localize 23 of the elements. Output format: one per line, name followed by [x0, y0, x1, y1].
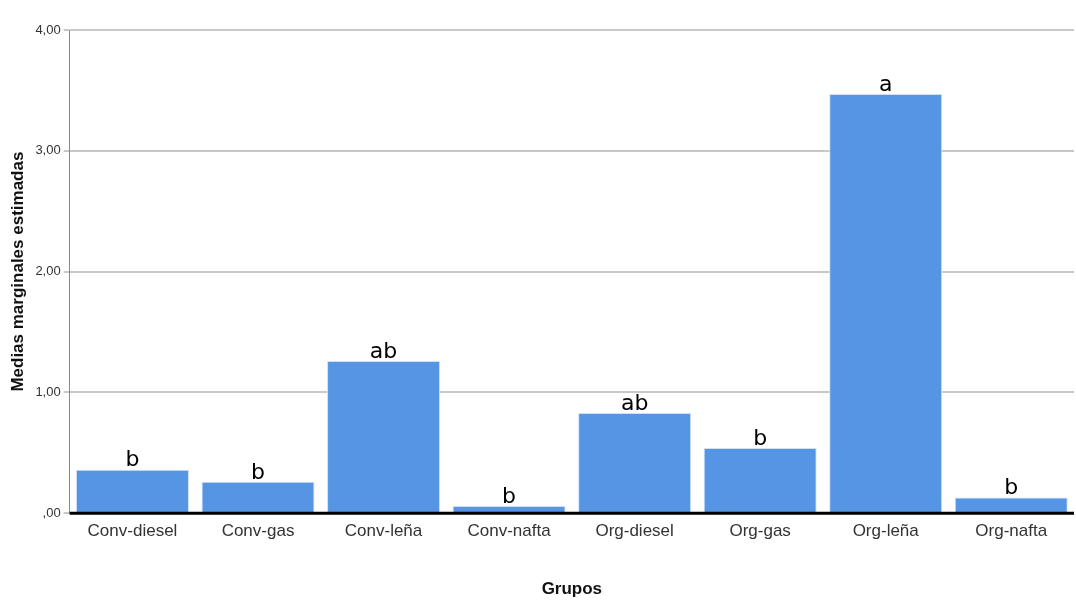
- x-tick-label: Conv-diesel: [87, 521, 178, 541]
- data-label: b: [502, 482, 517, 508]
- x-tick-label: Conv-gas: [221, 521, 295, 541]
- data-label: ab: [620, 389, 649, 415]
- x-tick-label: Org-diesel: [595, 521, 674, 541]
- x-tick-label: Org-gas: [729, 521, 791, 541]
- y-tick-label: 1,00: [35, 383, 61, 399]
- y-tick-label: ,00: [42, 504, 61, 520]
- y-tick-label: 3,00: [35, 142, 61, 158]
- data-label: b: [251, 458, 265, 484]
- x-tick-label: Conv-nafta: [467, 521, 552, 541]
- x-axis-title: Grupos: [541, 579, 603, 599]
- data-label: b: [125, 446, 140, 472]
- x-tick-label: Conv-leña: [344, 521, 423, 541]
- y-tick-label: 2,00: [35, 263, 61, 279]
- x-tick-label: Org-leña: [852, 521, 920, 541]
- data-label: ab: [369, 337, 398, 363]
- y-axis-title: Medias marginales estimadas: [7, 151, 27, 392]
- x-tick-label: Org-nafta: [975, 521, 1048, 541]
- data-label: a: [878, 70, 893, 96]
- y-tick-label: 4,00: [35, 21, 61, 37]
- data-label: b: [753, 424, 768, 450]
- data-label: b: [1004, 474, 1019, 500]
